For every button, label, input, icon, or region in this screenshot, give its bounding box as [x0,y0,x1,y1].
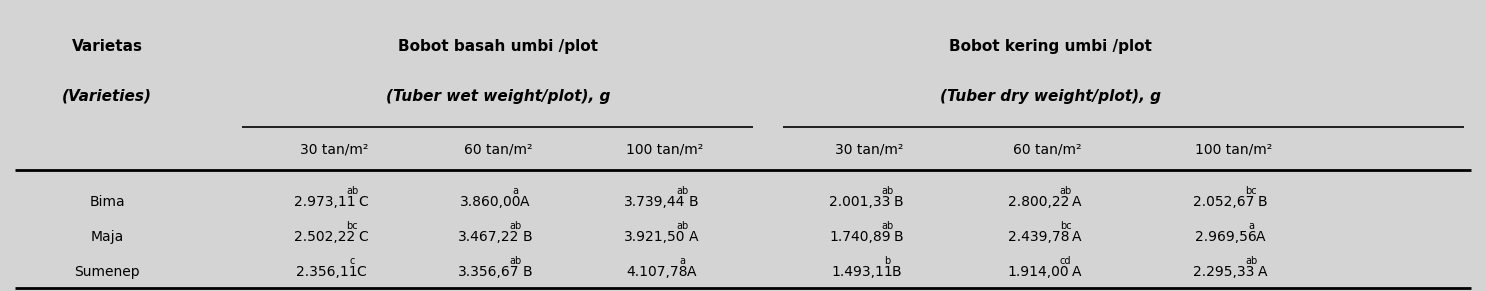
Text: 2.439,78: 2.439,78 [1008,230,1068,244]
Text: B: B [522,230,532,244]
Text: A: A [520,195,531,209]
Text: 1.740,89: 1.740,89 [829,230,892,244]
Text: 2.052,67: 2.052,67 [1193,195,1254,209]
Text: 2.973,11: 2.973,11 [294,195,357,209]
Text: ab: ab [676,186,688,196]
Text: Sumenep: Sumenep [74,265,140,279]
Text: ab: ab [881,186,893,196]
Text: 30 tan/m²: 30 tan/m² [835,143,903,157]
Text: (Tuber wet weight/plot), g: (Tuber wet weight/plot), g [386,88,609,104]
Text: bc: bc [346,221,358,231]
Text: A: A [1071,265,1082,279]
Text: ab: ab [881,221,893,231]
Text: B: B [893,230,903,244]
Text: 2.295,33: 2.295,33 [1193,265,1254,279]
Text: bc: bc [1060,221,1071,231]
Text: (Tuber dry weight/plot), g: (Tuber dry weight/plot), g [941,88,1161,104]
Text: (Varieties): (Varieties) [62,88,152,104]
Text: ab: ab [1060,186,1071,196]
Text: 60 tan/m²: 60 tan/m² [1013,143,1082,157]
Text: c: c [349,256,355,266]
Text: a: a [679,256,685,266]
Text: 2.356,11: 2.356,11 [296,265,358,279]
Text: 60 tan/m²: 60 tan/m² [464,143,532,157]
Text: 3.921,50: 3.921,50 [624,230,685,244]
Text: Bobot kering umbi /plot: Bobot kering umbi /plot [950,39,1152,54]
Text: 3.739,44: 3.739,44 [624,195,685,209]
Text: B: B [522,265,532,279]
Text: Maja: Maja [91,230,123,244]
Text: 30 tan/m²: 30 tan/m² [300,143,369,157]
Text: 2.800,22: 2.800,22 [1008,195,1068,209]
Text: 2.001,33: 2.001,33 [829,195,890,209]
Text: 3.467,22: 3.467,22 [458,230,519,244]
Text: 1.914,00: 1.914,00 [1008,265,1070,279]
Text: ab: ab [1245,256,1257,266]
Text: cd: cd [1060,256,1071,266]
Text: B: B [892,265,902,279]
Text: C: C [358,195,369,209]
Text: A: A [1071,230,1082,244]
Text: C: C [357,265,367,279]
Text: Bima: Bima [89,195,125,209]
Text: 1.493,11: 1.493,11 [831,265,893,279]
Text: ab: ab [346,186,358,196]
Text: ab: ab [676,221,688,231]
Text: a: a [513,186,519,196]
Text: A: A [688,230,698,244]
Text: 100 tan/m²: 100 tan/m² [1195,143,1272,157]
Text: A: A [1256,230,1266,244]
Text: Bobot basah umbi /plot: Bobot basah umbi /plot [398,39,597,54]
Text: C: C [358,230,369,244]
Text: ab: ab [510,256,522,266]
Text: 3.356,67: 3.356,67 [458,265,519,279]
Text: B: B [688,195,698,209]
Text: 4.107,78: 4.107,78 [626,265,688,279]
Text: 100 tan/m²: 100 tan/m² [626,143,703,157]
Text: Varietas: Varietas [71,39,143,54]
Text: bc: bc [1245,186,1257,196]
Text: B: B [1257,195,1268,209]
Text: ab: ab [510,221,522,231]
Text: A: A [1071,195,1082,209]
Text: A: A [1257,265,1268,279]
Text: A: A [687,265,697,279]
Text: a: a [1248,221,1254,231]
Text: 2.502,22: 2.502,22 [294,230,355,244]
Text: 3.860,00: 3.860,00 [459,195,522,209]
Text: 2.969,56: 2.969,56 [1195,230,1257,244]
Text: b: b [884,256,890,266]
Text: B: B [893,195,903,209]
